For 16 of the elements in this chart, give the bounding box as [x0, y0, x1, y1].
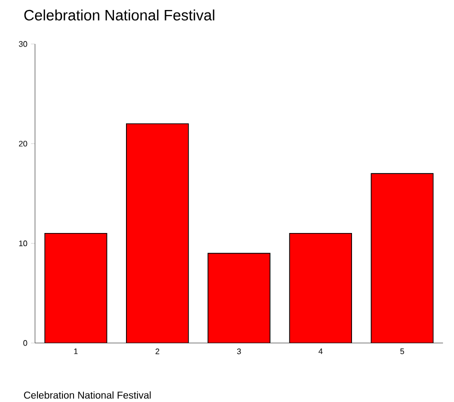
y-tick-label: 30	[18, 41, 28, 47]
bar	[289, 232, 352, 343]
x-tick-label: 3	[237, 348, 241, 354]
y-tick-label: 10	[19, 240, 28, 246]
x-tick-label: 2	[156, 348, 160, 354]
x-tick-label: 4	[318, 348, 323, 354]
bar	[370, 173, 434, 343]
x-tick-label: 1	[74, 348, 78, 354]
x-tick-label: 5	[400, 348, 404, 354]
bar	[44, 232, 108, 343]
y-tick-label: 0	[23, 340, 28, 346]
bar	[208, 252, 270, 343]
x-axis-title: Celebration National Festival	[24, 391, 151, 399]
chart-title: Celebration National Festival	[24, 9, 214, 20]
y-tick-label: 20	[18, 140, 28, 146]
bar	[126, 123, 189, 343]
